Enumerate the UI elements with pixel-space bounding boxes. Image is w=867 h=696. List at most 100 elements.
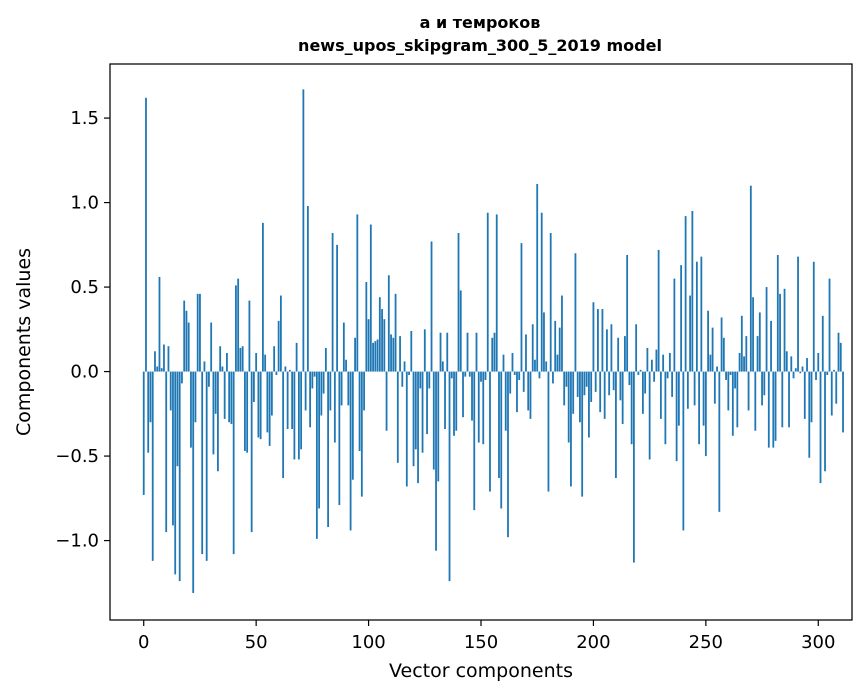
bar bbox=[324, 347, 327, 372]
bar bbox=[493, 332, 496, 372]
bar bbox=[536, 183, 539, 372]
bar bbox=[194, 371, 197, 423]
bar bbox=[826, 371, 829, 375]
bar bbox=[579, 371, 581, 423]
bar bbox=[297, 371, 300, 460]
bar bbox=[262, 222, 264, 372]
bar bbox=[475, 332, 478, 372]
bar bbox=[702, 371, 705, 426]
bar bbox=[770, 320, 772, 372]
bar bbox=[677, 371, 680, 426]
bar bbox=[423, 329, 426, 372]
bar bbox=[637, 371, 640, 375]
bar bbox=[567, 371, 570, 443]
bar bbox=[549, 233, 552, 372]
bar bbox=[785, 351, 788, 372]
bar bbox=[183, 300, 186, 372]
bar bbox=[354, 337, 356, 372]
bar bbox=[142, 371, 145, 495]
bar bbox=[837, 332, 840, 372]
bar bbox=[430, 241, 433, 372]
bar bbox=[538, 371, 541, 379]
bar bbox=[383, 319, 386, 372]
bar bbox=[839, 342, 842, 372]
bar bbox=[169, 371, 172, 411]
bar bbox=[365, 282, 368, 372]
bar bbox=[507, 371, 509, 538]
bar bbox=[151, 371, 154, 561]
bar bbox=[594, 371, 597, 392]
bar bbox=[689, 295, 692, 372]
bar bbox=[412, 371, 415, 467]
bar bbox=[815, 371, 817, 381]
bar bbox=[828, 278, 831, 372]
chart-subtitle: news_upos_skipgram_300_5_2019 model bbox=[298, 36, 662, 55]
x-axis-ticks: 0 50 100 150 200 250 300 bbox=[138, 620, 835, 653]
bar bbox=[219, 346, 222, 372]
bar bbox=[489, 371, 491, 492]
bar bbox=[381, 309, 383, 372]
bar bbox=[372, 342, 374, 372]
bar bbox=[491, 337, 494, 372]
bar bbox=[300, 371, 303, 450]
bar bbox=[722, 337, 725, 372]
bar bbox=[700, 256, 703, 372]
bar bbox=[527, 371, 530, 411]
bar bbox=[466, 332, 469, 372]
bar bbox=[401, 371, 404, 387]
bar bbox=[680, 265, 683, 372]
bar bbox=[342, 322, 345, 372]
y-tick-label: 1.5 bbox=[70, 108, 99, 129]
bar bbox=[457, 233, 460, 372]
bar bbox=[552, 371, 554, 384]
bar bbox=[509, 371, 512, 394]
x-tick-label: 50 bbox=[245, 632, 268, 653]
bar bbox=[304, 371, 307, 411]
bar bbox=[349, 371, 352, 531]
bar bbox=[376, 339, 379, 372]
bar bbox=[367, 319, 370, 372]
bar bbox=[414, 371, 417, 450]
bar bbox=[484, 371, 487, 381]
bar bbox=[812, 261, 815, 372]
bar bbox=[387, 275, 390, 372]
bar bbox=[646, 347, 649, 372]
bar bbox=[295, 342, 298, 372]
bar bbox=[707, 310, 709, 372]
bar bbox=[185, 310, 188, 372]
bar bbox=[720, 317, 723, 372]
bar bbox=[729, 371, 732, 375]
bar bbox=[525, 334, 527, 372]
bar bbox=[801, 366, 804, 372]
bar bbox=[264, 354, 267, 372]
x-tick-label: 0 bbox=[138, 632, 149, 653]
bar bbox=[817, 352, 820, 372]
bar bbox=[331, 233, 334, 372]
bar bbox=[617, 337, 620, 372]
bar bbox=[477, 371, 480, 443]
bar bbox=[203, 361, 206, 372]
bar bbox=[763, 371, 766, 396]
bar bbox=[336, 244, 338, 372]
bar bbox=[313, 371, 316, 377]
bar bbox=[369, 224, 372, 372]
bar bbox=[385, 371, 388, 431]
bar bbox=[453, 371, 455, 436]
chart-title: а и темроков bbox=[420, 13, 541, 32]
bar bbox=[662, 354, 665, 372]
bar bbox=[603, 371, 606, 419]
bar bbox=[241, 346, 244, 372]
bar bbox=[255, 352, 258, 372]
bar bbox=[214, 371, 217, 414]
bar bbox=[486, 212, 489, 372]
bar bbox=[502, 354, 505, 372]
bar bbox=[599, 371, 602, 413]
bars-group bbox=[142, 89, 844, 593]
bar bbox=[628, 371, 631, 386]
bar bbox=[781, 371, 784, 428]
bar bbox=[635, 324, 638, 372]
bar bbox=[448, 371, 451, 582]
bar bbox=[378, 297, 381, 372]
bar bbox=[709, 354, 712, 372]
bar bbox=[163, 344, 165, 372]
